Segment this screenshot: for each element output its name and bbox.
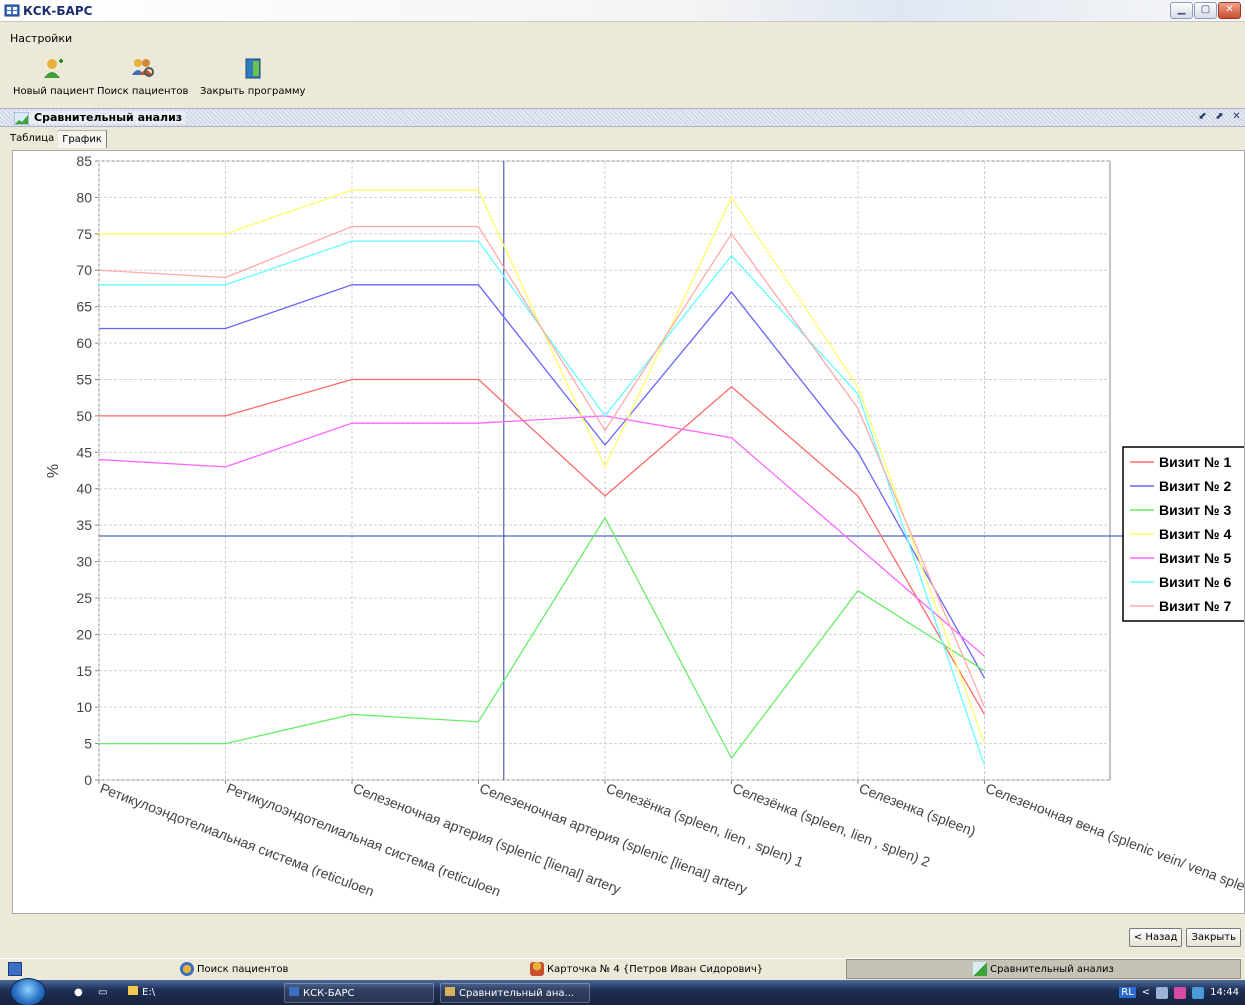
- chart-icon: [973, 962, 988, 976]
- y-tick-label: 70: [76, 262, 92, 278]
- add-user-icon: [43, 59, 63, 78]
- switch-search-label: Поиск пациентов: [197, 963, 289, 975]
- window-icon: [445, 987, 455, 996]
- y-tick-label: 40: [76, 481, 92, 497]
- taskbar-window[interactable]: Сравнительный ана...: [440, 983, 590, 1003]
- y-tick-label: 85: [76, 153, 92, 169]
- frame-restore-icon[interactable]: ⬋: [1198, 111, 1207, 122]
- os-taskbar: ● ▭ E:\ КСК-БАРС Сравнительный ана... RL…: [0, 978, 1245, 1005]
- taskbar-window-label: Сравнительный ана...: [459, 988, 575, 999]
- system-tray: RL < 14:44: [1119, 980, 1245, 1005]
- close-window-button[interactable]: ✕: [1218, 2, 1241, 19]
- x-tick-label: Селезенка (spleen): [857, 780, 978, 839]
- frame-title: Сравнительный анализ: [14, 111, 187, 125]
- quicklaunch-desktop-icon[interactable]: ▭: [98, 987, 108, 998]
- taskbar-app-label: КСК-БАРС: [303, 988, 355, 999]
- user-icon: [530, 962, 544, 976]
- y-tick-label: 15: [76, 663, 92, 679]
- legend-label: Визит № 4: [1159, 526, 1232, 542]
- frame-title-text: Сравнительный анализ: [34, 111, 183, 124]
- security-icon[interactable]: [1174, 986, 1187, 999]
- x-tick-label: Селезёнка (spleen, lien , splen) 2: [730, 780, 932, 870]
- back-button[interactable]: < Назад: [1128, 928, 1183, 947]
- tray-expand-icon[interactable]: <: [1141, 987, 1151, 998]
- search-patients-button[interactable]: Поиск пациентов: [97, 56, 188, 97]
- y-tick-label: 5: [84, 736, 92, 752]
- window-title: КСК-БАРС: [23, 4, 93, 18]
- switch-search-patients[interactable]: Поиск пациентов: [180, 962, 288, 976]
- quicklaunch-browser-icon[interactable]: ●: [74, 987, 83, 998]
- line-chart: 0510152025303540455055606570758085Ретику…: [45, 153, 1245, 900]
- new-patient-button[interactable]: Новый пациент: [13, 56, 95, 97]
- tab-chart[interactable]: График: [58, 130, 107, 148]
- clock: 14:44: [1210, 987, 1239, 998]
- exit-door-icon: [245, 58, 261, 79]
- frame-maximize-icon[interactable]: ⬈: [1215, 111, 1224, 122]
- maximize-button[interactable]: ▢: [1194, 2, 1217, 19]
- y-tick-label: 60: [76, 335, 92, 351]
- minimize-button[interactable]: ▁: [1170, 2, 1193, 19]
- new-patient-label: Новый пациент: [13, 86, 95, 97]
- taskbar-drive-label: E:\: [142, 987, 156, 998]
- chart-panel: 0 5 10 15 20 25 30 35 40 45 50 55 60 65 70 75 80 85 Ретику…: [12, 150, 1245, 914]
- legend-label: Визит № 6: [1159, 574, 1232, 590]
- y-tick-label: 55: [76, 371, 92, 387]
- y-axis-label: %: [45, 464, 62, 478]
- y-tick-label: 30: [76, 554, 92, 570]
- frame-close-icon[interactable]: ✕: [1232, 111, 1241, 122]
- close-program-label: Закрыть программу: [200, 86, 306, 97]
- close-button[interactable]: Закрыть: [1186, 928, 1241, 947]
- x-tick-label: Селезеночная вена (splenic vein/ vena sp…: [983, 780, 1245, 897]
- window-switcher-bar: Поиск пациентов Карточка № 4 {Петров Ива…: [0, 958, 1245, 980]
- taskbar-app[interactable]: КСК-БАРС: [284, 983, 434, 1003]
- search-users-icon: [180, 962, 194, 976]
- y-tick-label: 45: [76, 444, 92, 460]
- menu-bar: Настройки: [0, 32, 72, 50]
- taskbar-explorer[interactable]: E:\: [124, 983, 184, 1003]
- close-program-button[interactable]: Закрыть программу: [200, 56, 305, 97]
- y-tick-label: 35: [76, 517, 92, 533]
- legend-label: Визит № 1: [1159, 454, 1232, 470]
- switch-patient-card[interactable]: Карточка № 4 {Петров Иван Сидорович}: [530, 962, 763, 976]
- legend-label: Визит № 2: [1159, 478, 1232, 494]
- y-tick-label: 65: [76, 299, 92, 315]
- series-line-5: [98, 415, 985, 657]
- switch-card-label: Карточка № 4 {Петров Иван Сидорович}: [547, 963, 764, 975]
- frame-titlebar: Сравнительный анализ ⬋ ⬈ ✕: [0, 108, 1245, 127]
- desktop-icon[interactable]: [8, 962, 22, 976]
- window-titlebar: КСК-БАРС ▁ ▢ ✕: [0, 0, 1245, 22]
- search-patients-label: Поиск пациентов: [97, 86, 189, 97]
- legend-label: Визит № 3: [1159, 502, 1232, 518]
- monitor-icon[interactable]: [1192, 986, 1205, 999]
- x-tick-label: Селезёнка (spleen, lien , splen) 1: [604, 780, 806, 870]
- y-tick-label: 50: [76, 408, 92, 424]
- y-tick-label: 20: [76, 626, 92, 642]
- menu-settings[interactable]: Настройки: [10, 32, 73, 45]
- series-line-2: [99, 284, 986, 679]
- network-icon[interactable]: [1156, 986, 1169, 999]
- y-tick-label: 25: [76, 590, 92, 606]
- app-icon: [289, 987, 299, 996]
- switch-analysis-label: Сравнительный анализ: [990, 963, 1114, 975]
- y-tick-label: 75: [76, 226, 92, 242]
- series-line-1: [99, 378, 986, 715]
- tab-bar: Таблица График: [0, 130, 107, 150]
- language-indicator[interactable]: RL: [1119, 987, 1136, 998]
- legend-label: Визит № 7: [1159, 598, 1232, 614]
- toolbar: Новый пациент Поиск пациентов Закрыть пр…: [0, 56, 1245, 104]
- y-tick-label: 80: [76, 189, 92, 205]
- switch-comparative-analysis[interactable]: Сравнительный анализ: [846, 959, 1241, 979]
- series-line-7: [98, 225, 986, 708]
- legend-label: Визит № 5: [1159, 550, 1232, 566]
- search-users-icon: [131, 59, 154, 77]
- tab-table[interactable]: Таблица: [10, 133, 55, 144]
- app-icon: [4, 4, 20, 17]
- chart-icon: [14, 112, 29, 125]
- y-tick-label: 0: [84, 772, 92, 788]
- series-line-3: [99, 516, 985, 760]
- folder-icon: [128, 986, 138, 995]
- start-button[interactable]: [10, 978, 46, 1005]
- y-tick-label: 10: [76, 699, 92, 715]
